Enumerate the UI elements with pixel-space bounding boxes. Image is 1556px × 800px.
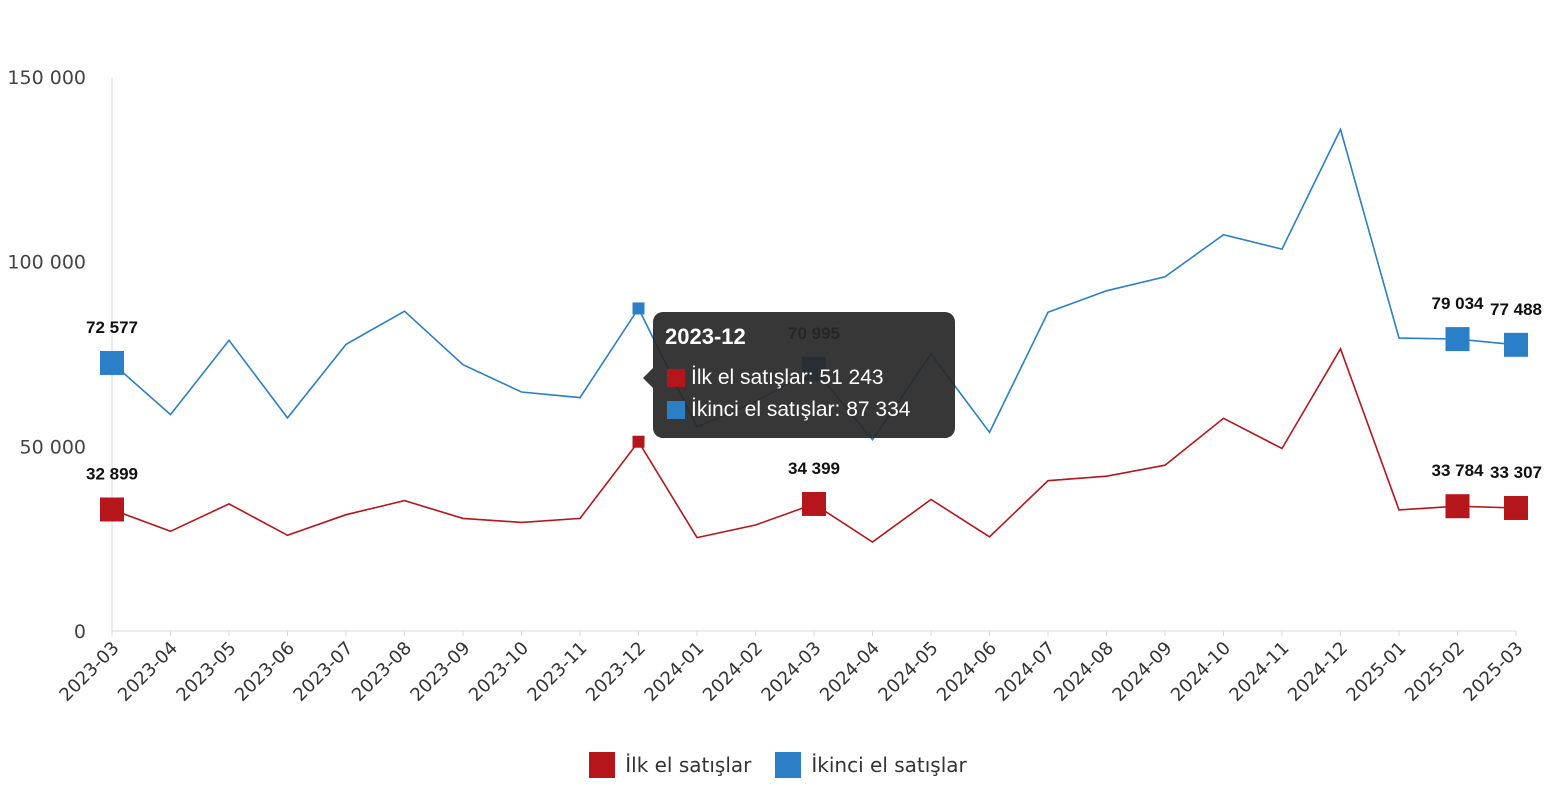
x-tick-label: 2024-01: [640, 638, 708, 706]
tooltip-row-ilk-el: İlk el satışlar: 51 243: [667, 366, 884, 390]
tooltip-row-label: İlk el satışlar: 51 243: [691, 366, 884, 389]
data-label: 72 577: [86, 318, 138, 337]
x-tick-label: 2024-03: [757, 638, 825, 706]
legend-label: İlk el satışlar: [625, 753, 752, 777]
data-label: 33 307: [1490, 463, 1542, 482]
x-tick-label: 2025-01: [1342, 638, 1410, 706]
x-tick-label: 2024-05: [874, 638, 942, 706]
x-tick-label: 2023-04: [114, 638, 182, 706]
data-label: 32 899: [86, 464, 138, 483]
legend-item-ikinci-el[interactable]: İkinci el satışlar: [775, 752, 967, 778]
series-marker-1: [100, 350, 124, 375]
y-tick-label: 50 000: [20, 436, 86, 458]
hover-marker-0: [632, 435, 645, 448]
x-tick-label: 2024-02: [699, 638, 767, 706]
x-tick-label: 2024-11: [1225, 638, 1293, 706]
x-tick-label: 2023-09: [406, 638, 474, 706]
x-tick-label: 2023-06: [231, 638, 299, 706]
tooltip-swatch-ikinci-el: [667, 401, 685, 419]
x-tick-label: 2024-07: [991, 638, 1059, 706]
x-tick-label: 2025-03: [1459, 638, 1527, 706]
data-label: 34 399: [788, 459, 840, 478]
tooltip-row-label: İkinci el satışlar: 87 334: [691, 398, 911, 421]
x-tick-label: 2024-10: [1167, 638, 1235, 706]
x-tick-label: 2023-11: [523, 638, 591, 706]
x-tick-label: 2023-03: [55, 638, 123, 706]
legend-item-ilk-el[interactable]: İlk el satışlar: [589, 752, 751, 778]
x-tick-label: 2024-08: [1050, 638, 1118, 706]
x-tick-label: 2023-12: [582, 638, 650, 706]
legend-swatch-ilk-el: [589, 752, 616, 778]
series-marker-1: [1504, 332, 1528, 357]
tooltip-title: 2023-12: [665, 324, 746, 349]
y-tick-label: 0: [74, 621, 86, 643]
data-label: 33 784: [1432, 461, 1485, 480]
y-tick-label: 100 000: [7, 252, 86, 274]
tooltip-swatch-ilk-el: [667, 369, 685, 387]
hover-marker-1: [632, 302, 645, 315]
x-tick-label: 2024-06: [933, 638, 1001, 706]
x-tick-label: 2023-07: [289, 638, 357, 706]
series-marker-0: [1445, 494, 1470, 519]
x-tick-label: 2024-09: [1108, 638, 1176, 706]
y-axis: 0 50 000 100 000 150 000: [7, 67, 113, 643]
x-tick-label: 2025-02: [1401, 638, 1469, 706]
tooltip-arrow: [643, 368, 653, 388]
tooltip-row-ikinci-el: İkinci el satışlar: 87 334: [667, 398, 910, 422]
chart-tooltip: 2023-12 İlk el satışlar: 51 243 İkinci e…: [643, 312, 955, 438]
y-tick-label: 150 000: [7, 67, 86, 89]
legend-label: İkinci el satışlar: [811, 753, 967, 777]
series-marker-0: [1504, 495, 1528, 520]
x-tick-label: 2023-10: [465, 638, 533, 706]
data-label: 77 488: [1490, 300, 1542, 319]
x-tick-label: 2024-04: [816, 638, 884, 706]
series-marker-1: [1445, 327, 1470, 352]
data-label: 79 034: [1432, 294, 1485, 313]
x-tick-label: 2023-05: [172, 638, 240, 706]
chart-legend: İlk el satışlar İkinci el satışlar: [0, 752, 1556, 778]
legend-swatch-ikinci-el: [775, 752, 802, 778]
x-tick-label: 2024-12: [1284, 638, 1352, 706]
series-marker-0: [100, 497, 124, 522]
x-axis: 2023-032023-042023-052023-062023-072023-…: [55, 630, 1528, 706]
series-marker-0: [802, 491, 826, 516]
x-tick-label: 2023-08: [348, 638, 416, 706]
